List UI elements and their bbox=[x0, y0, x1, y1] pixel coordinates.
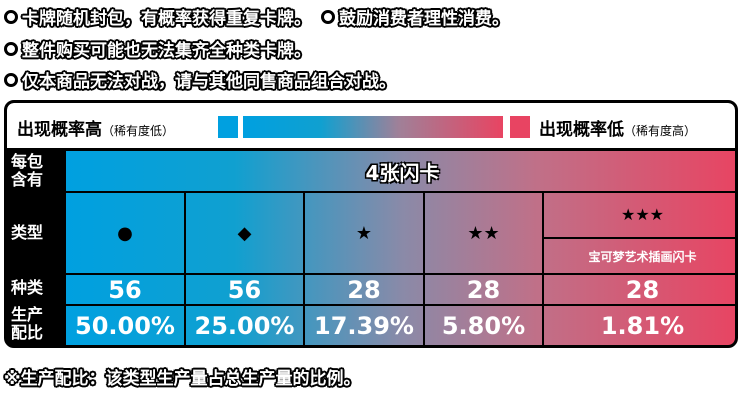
kinds-value: 28 bbox=[347, 275, 381, 304]
ratio-cell: 5.80% bbox=[423, 304, 544, 345]
bullet-icon bbox=[4, 72, 18, 87]
ratio-value: 5.80% bbox=[441, 312, 526, 340]
type-cell: ★★ bbox=[423, 191, 544, 275]
kinds-value: 56 bbox=[108, 275, 142, 304]
legend-low: 出现概率低（稀有度高） bbox=[539, 115, 696, 140]
diamond-icon: ◆ bbox=[237, 222, 252, 244]
ratio-value: 25.00% bbox=[194, 312, 295, 340]
note-1: 卡牌随机封包，有概率获得重复卡牌。 鼓励消费者理性消费。 bbox=[4, 4, 509, 29]
row-label-type: 类型 bbox=[11, 223, 44, 242]
per-pack-value: 4张闪卡 bbox=[365, 160, 440, 185]
kinds-value: 56 bbox=[227, 275, 262, 304]
note-2: 整件购买可能也无法集齐全种类卡牌。 bbox=[4, 36, 311, 61]
circle-icon: ● bbox=[117, 222, 133, 244]
kinds-value: 28 bbox=[625, 275, 660, 304]
two-stars-icon: ★★ bbox=[467, 222, 500, 244]
ratio-value: 1.81% bbox=[600, 312, 685, 340]
kinds-cell: 56 bbox=[184, 273, 305, 306]
type-cell: ● bbox=[64, 191, 186, 275]
kinds-cell: 28 bbox=[423, 273, 544, 306]
row-label-per-pack: 每包含有 bbox=[11, 152, 44, 189]
per-pack-cell: 4张闪卡 bbox=[64, 149, 735, 193]
rarity-table: 出现概率高（稀有度低） 出现概率低（稀有度高） 每包含有 类型 种类 生产配比 … bbox=[4, 100, 738, 348]
ratio-cell: 25.00% bbox=[184, 304, 305, 345]
ratio-value: 50.00% bbox=[75, 312, 175, 340]
footnote: ※生产配比：该类型生产量占总生产量的比例。 bbox=[4, 364, 361, 389]
legend-gradient-bar bbox=[243, 116, 503, 138]
note-3: 仅本商品无法对战，请与其他同售商品组合对战。 bbox=[4, 67, 396, 92]
three-stars-icon: ★★★ bbox=[620, 205, 665, 224]
bullet-icon bbox=[321, 9, 335, 24]
star-icon: ★ bbox=[355, 222, 373, 244]
ratio-cell: 50.00% bbox=[64, 304, 186, 345]
note-text: 卡牌随机封包，有概率获得重复卡牌。 bbox=[22, 9, 311, 29]
ratio-value: 17.39% bbox=[314, 312, 414, 340]
legend-high-label: 出现概率高 bbox=[17, 120, 102, 140]
row-label-ratio: 生产配比 bbox=[11, 305, 44, 342]
type-cell: ★ bbox=[303, 191, 425, 275]
kinds-cell: 56 bbox=[64, 273, 186, 306]
note-text: 整件购买可能也无法集齐全种类卡牌。 bbox=[22, 41, 311, 61]
rarity-legend: 出现概率高（稀有度低） 出现概率低（稀有度高） bbox=[7, 103, 735, 148]
kinds-value: 28 bbox=[466, 275, 501, 304]
legend-high-sub: （稀有度低） bbox=[102, 124, 175, 138]
note-text: 鼓励消费者理性消费。 bbox=[339, 9, 509, 29]
bullet-icon bbox=[4, 9, 18, 24]
ratio-cell: 1.81% bbox=[542, 304, 735, 345]
type-sublabel: 宝可梦艺术插画闪卡 bbox=[588, 249, 697, 264]
type-sublabel-cell: 宝可梦艺术插画闪卡 bbox=[542, 237, 735, 275]
legend-high: 出现概率高（稀有度低） bbox=[17, 115, 174, 140]
bullet-icon bbox=[4, 41, 18, 56]
footnote-text: ※生产配比：该类型生产量占总生产量的比例。 bbox=[4, 369, 361, 389]
kinds-cell: 28 bbox=[303, 273, 425, 306]
legend-swatch-blue bbox=[218, 116, 238, 138]
legend-low-sub: （稀有度高） bbox=[624, 124, 697, 138]
type-cell: ★★★ bbox=[542, 191, 735, 239]
legend-swatch-red bbox=[510, 116, 530, 138]
kinds-cell: 28 bbox=[542, 273, 735, 306]
type-cell: ◆ bbox=[184, 191, 305, 275]
gradient-body bbox=[66, 151, 735, 345]
row-label-kinds: 种类 bbox=[11, 278, 44, 297]
note-text: 仅本商品无法对战，请与其他同售商品组合对战。 bbox=[22, 72, 396, 92]
ratio-cell: 17.39% bbox=[303, 304, 425, 345]
legend-low-label: 出现概率低 bbox=[539, 120, 624, 140]
